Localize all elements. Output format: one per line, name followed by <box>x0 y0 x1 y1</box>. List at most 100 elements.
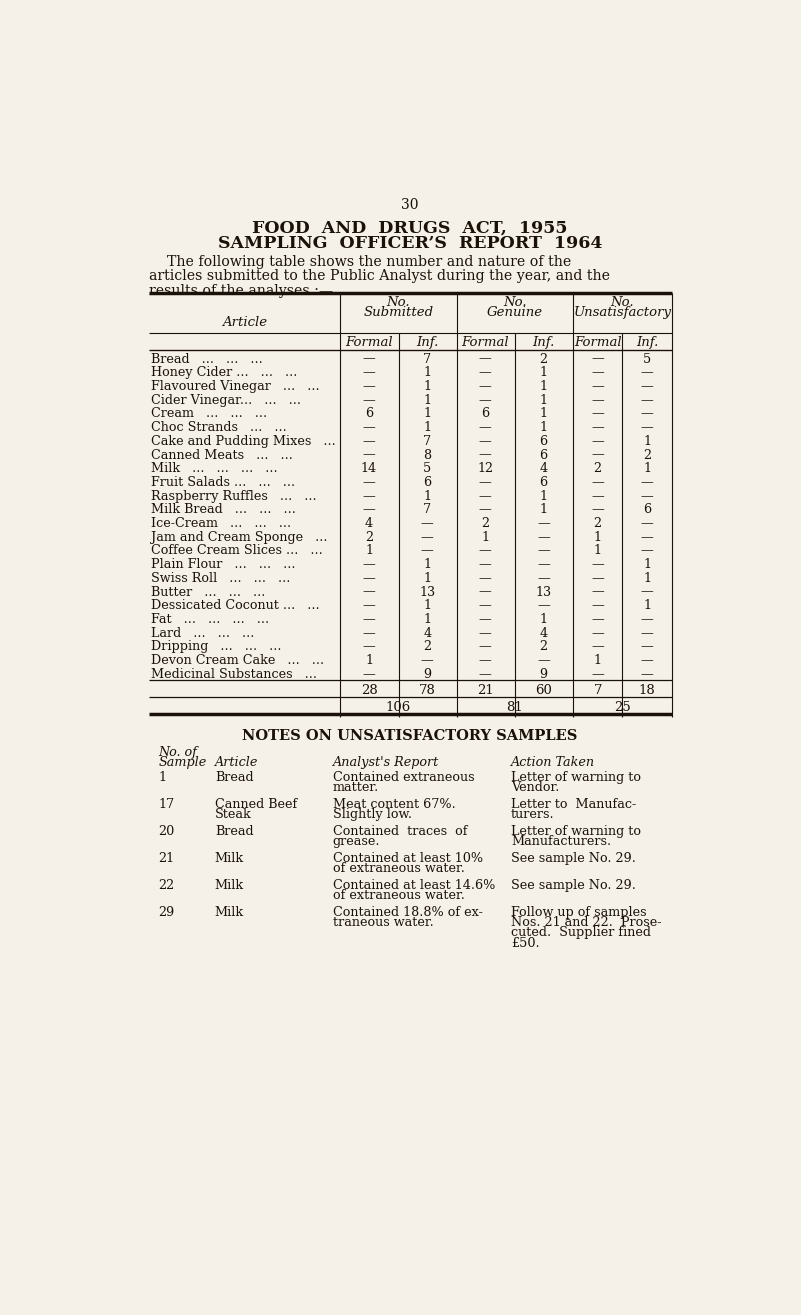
Text: Action Taken: Action Taken <box>511 756 595 769</box>
Text: 13: 13 <box>419 585 435 598</box>
Text: 1: 1 <box>423 408 431 421</box>
Text: —: — <box>591 435 604 448</box>
Text: —: — <box>641 367 654 379</box>
Text: 17: 17 <box>159 798 175 811</box>
Text: turers.: turers. <box>511 809 554 822</box>
Text: —: — <box>479 421 492 434</box>
Text: —: — <box>537 531 549 544</box>
Text: —: — <box>591 421 604 434</box>
Text: —: — <box>641 393 654 406</box>
Text: —: — <box>363 640 376 654</box>
Text: —: — <box>363 600 376 613</box>
Text: Flavoured Vinegar   ...   ...: Flavoured Vinegar ... ... <box>151 380 320 393</box>
Text: 1: 1 <box>423 367 431 379</box>
Text: 21: 21 <box>477 684 493 697</box>
Text: Contained at least 10%: Contained at least 10% <box>332 852 483 865</box>
Text: —: — <box>591 408 604 421</box>
Text: —: — <box>479 504 492 517</box>
Text: 106: 106 <box>386 701 411 714</box>
Text: 1: 1 <box>643 463 651 475</box>
Text: Inf.: Inf. <box>416 335 438 348</box>
Text: Contained 18.8% of ex-: Contained 18.8% of ex- <box>332 906 482 919</box>
Text: 5: 5 <box>643 352 651 366</box>
Text: Raspberry Ruffles   ...   ...: Raspberry Ruffles ... ... <box>151 489 317 502</box>
Text: Plain Flour   ...   ...   ...: Plain Flour ... ... ... <box>151 558 296 571</box>
Text: —: — <box>479 544 492 558</box>
Text: traneous water.: traneous water. <box>332 917 433 928</box>
Text: 1: 1 <box>643 600 651 613</box>
Text: 6: 6 <box>539 448 548 462</box>
Text: Cake and Pudding Mixes   ...: Cake and Pudding Mixes ... <box>151 435 336 448</box>
Text: 7: 7 <box>594 684 602 697</box>
Text: 1: 1 <box>643 558 651 571</box>
Text: 4: 4 <box>539 627 548 639</box>
Text: Honey Cider ...   ...   ...: Honey Cider ... ... ... <box>151 367 298 379</box>
Text: 6: 6 <box>481 408 489 421</box>
Text: No.: No. <box>503 296 526 309</box>
Text: cuted.  Supplier fined: cuted. Supplier fined <box>511 926 651 939</box>
Text: —: — <box>641 544 654 558</box>
Text: —: — <box>537 654 549 667</box>
Text: 1: 1 <box>423 613 431 626</box>
Text: £50.: £50. <box>511 936 540 949</box>
Text: 7: 7 <box>423 352 431 366</box>
Text: 9: 9 <box>539 668 548 681</box>
Text: 1: 1 <box>539 421 547 434</box>
Text: 1: 1 <box>539 367 547 379</box>
Text: 1: 1 <box>539 613 547 626</box>
Text: 1: 1 <box>643 572 651 585</box>
Text: —: — <box>641 627 654 639</box>
Text: Vendor.: Vendor. <box>511 781 559 794</box>
Text: Choc Strands   ...   ...: Choc Strands ... ... <box>151 421 287 434</box>
Text: —: — <box>537 558 549 571</box>
Text: 1: 1 <box>423 572 431 585</box>
Text: —: — <box>479 367 492 379</box>
Text: 2: 2 <box>481 517 489 530</box>
Text: Canned Meats   ...   ...: Canned Meats ... ... <box>151 448 293 462</box>
Text: —: — <box>591 352 604 366</box>
Text: 2: 2 <box>594 517 602 530</box>
Text: Bread: Bread <box>215 771 253 784</box>
Text: Dessicated Coconut ...   ...: Dessicated Coconut ... ... <box>151 600 320 613</box>
Text: Formal: Formal <box>345 335 392 348</box>
Text: Submitted: Submitted <box>364 306 433 320</box>
Text: 29: 29 <box>159 906 175 919</box>
Text: 1: 1 <box>539 489 547 502</box>
Text: —: — <box>363 448 376 462</box>
Text: —: — <box>479 380 492 393</box>
Text: —: — <box>591 627 604 639</box>
Text: —: — <box>537 544 549 558</box>
Text: —: — <box>363 352 376 366</box>
Text: Contained extraneous: Contained extraneous <box>332 771 474 784</box>
Text: Bread   ...   ...   ...: Bread ... ... ... <box>151 352 263 366</box>
Text: 8: 8 <box>423 448 431 462</box>
Text: Formal: Formal <box>574 335 622 348</box>
Text: 1: 1 <box>159 771 167 784</box>
Text: —: — <box>363 380 376 393</box>
Text: —: — <box>537 600 549 613</box>
Text: No. of: No. of <box>159 746 197 759</box>
Text: —: — <box>421 544 433 558</box>
Text: —: — <box>641 489 654 502</box>
Text: 6: 6 <box>365 408 373 421</box>
Text: —: — <box>479 572 492 585</box>
Text: 4: 4 <box>539 463 548 475</box>
Text: 2: 2 <box>423 640 431 654</box>
Text: —: — <box>591 613 604 626</box>
Text: grease.: grease. <box>332 835 380 848</box>
Text: 6: 6 <box>539 435 548 448</box>
Text: Cider Vinegar...   ...   ...: Cider Vinegar... ... ... <box>151 393 301 406</box>
Text: —: — <box>591 380 604 393</box>
Text: Cream   ...   ...   ...: Cream ... ... ... <box>151 408 268 421</box>
Text: 20: 20 <box>159 825 175 838</box>
Text: —: — <box>591 393 604 406</box>
Text: —: — <box>641 380 654 393</box>
Text: 60: 60 <box>535 684 552 697</box>
Text: Article: Article <box>215 756 258 769</box>
Text: —: — <box>363 668 376 681</box>
Text: Letter to  Manufac-: Letter to Manufac- <box>511 798 636 811</box>
Text: —: — <box>641 476 654 489</box>
Text: Unsatisfactory: Unsatisfactory <box>574 306 671 320</box>
Text: Article: Article <box>222 316 267 329</box>
Text: 78: 78 <box>419 684 436 697</box>
